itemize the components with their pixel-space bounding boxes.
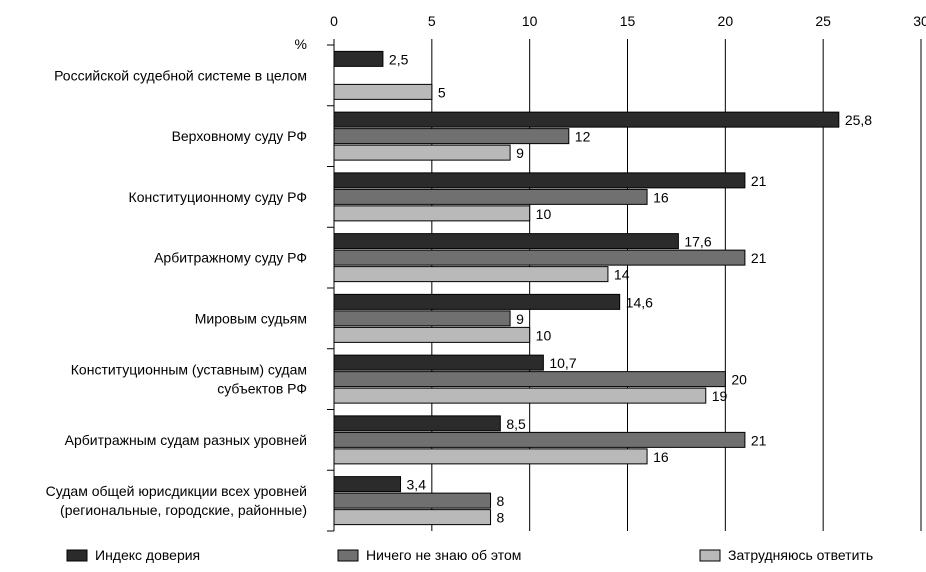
bar (333, 326, 531, 343)
value-label: 10,7 (549, 355, 576, 371)
tick-label: 15 (620, 13, 636, 29)
bar (333, 371, 726, 388)
value-label: 20 (731, 372, 747, 388)
value-label: 17,6 (684, 234, 711, 250)
bar (333, 128, 570, 145)
bar (333, 249, 746, 266)
tick-label: 30 (913, 13, 926, 29)
value-label: 16 (653, 189, 669, 205)
category-label: Арбитражному суду РФ (154, 250, 307, 266)
bar (333, 188, 648, 205)
bar (333, 387, 707, 404)
legend-label: Индекс доверия (95, 547, 200, 563)
bar (333, 354, 544, 371)
value-label: 3,4 (407, 477, 427, 493)
category-label: Российской судебной системе в целом (54, 67, 307, 83)
category-label: Мировым судьям (195, 310, 307, 326)
value-label: 10 (536, 206, 552, 222)
value-label: 8 (497, 493, 505, 509)
bar (333, 144, 511, 161)
category-label: Судам общей юрисдикции всех уровней (46, 483, 307, 499)
category-label: Конституционному суду РФ (129, 189, 307, 205)
legend-label: Затрудняюсь ответить (728, 547, 873, 563)
bar (333, 509, 492, 526)
bar (333, 492, 492, 509)
bar (333, 431, 746, 448)
value-label: 25,8 (845, 112, 872, 128)
bar (333, 233, 679, 250)
bar (333, 415, 501, 432)
value-label: 14,6 (626, 294, 653, 310)
tick-label: 25 (815, 13, 831, 29)
value-label: 10 (536, 327, 552, 343)
legend-label: Ничего не знаю об этом (366, 547, 521, 563)
category-label: (региональные, городские, районные) (60, 502, 307, 518)
value-label: 9 (516, 145, 524, 161)
tick-label: 0 (330, 13, 338, 29)
category-label: Верховному суду РФ (172, 128, 307, 144)
legend-swatch (66, 549, 88, 562)
bar (333, 476, 402, 493)
category-label: Конституционным (уставным) судам (71, 362, 307, 378)
bars (333, 50, 840, 526)
bar (333, 172, 746, 189)
bar (333, 83, 433, 100)
value-label: 9 (516, 311, 524, 327)
tick-label: 10 (522, 13, 538, 29)
bar (333, 310, 511, 327)
unit-label: % (295, 36, 307, 52)
category-labels: Российской судебной системе в целом Верхо… (46, 67, 307, 518)
value-label: 14 (614, 267, 630, 283)
value-labels: 2,5 25,8 21 17,6 14,6 10,7 8,5 3,4 12 16 21 9 20 21 8 5… (389, 51, 872, 525)
category-label: субъектов РФ (217, 381, 307, 397)
value-label: 5 (438, 84, 446, 100)
value-label: 21 (751, 250, 767, 266)
bar (333, 448, 648, 465)
tick-label: 5 (428, 13, 436, 29)
value-label: 8 (497, 510, 505, 526)
tick-label: 20 (718, 13, 734, 29)
value-label: 16 (653, 449, 669, 465)
bar (333, 266, 609, 283)
legend-swatch (699, 549, 721, 562)
value-label: 21 (751, 173, 767, 189)
value-label: 2,5 (389, 51, 409, 67)
legend-swatch (337, 549, 359, 562)
value-label: 21 (751, 432, 767, 448)
bar (333, 293, 621, 310)
bar (333, 50, 384, 67)
bar (333, 111, 840, 128)
value-label: 12 (575, 129, 591, 145)
bar (333, 205, 531, 222)
legend: Индекс доверия Ничего не знаю об этом Затр… (66, 547, 873, 563)
value-label: 19 (712, 388, 728, 404)
value-label: 8,5 (506, 416, 526, 432)
category-label: Арбитражным судам разных уровней (65, 432, 307, 448)
